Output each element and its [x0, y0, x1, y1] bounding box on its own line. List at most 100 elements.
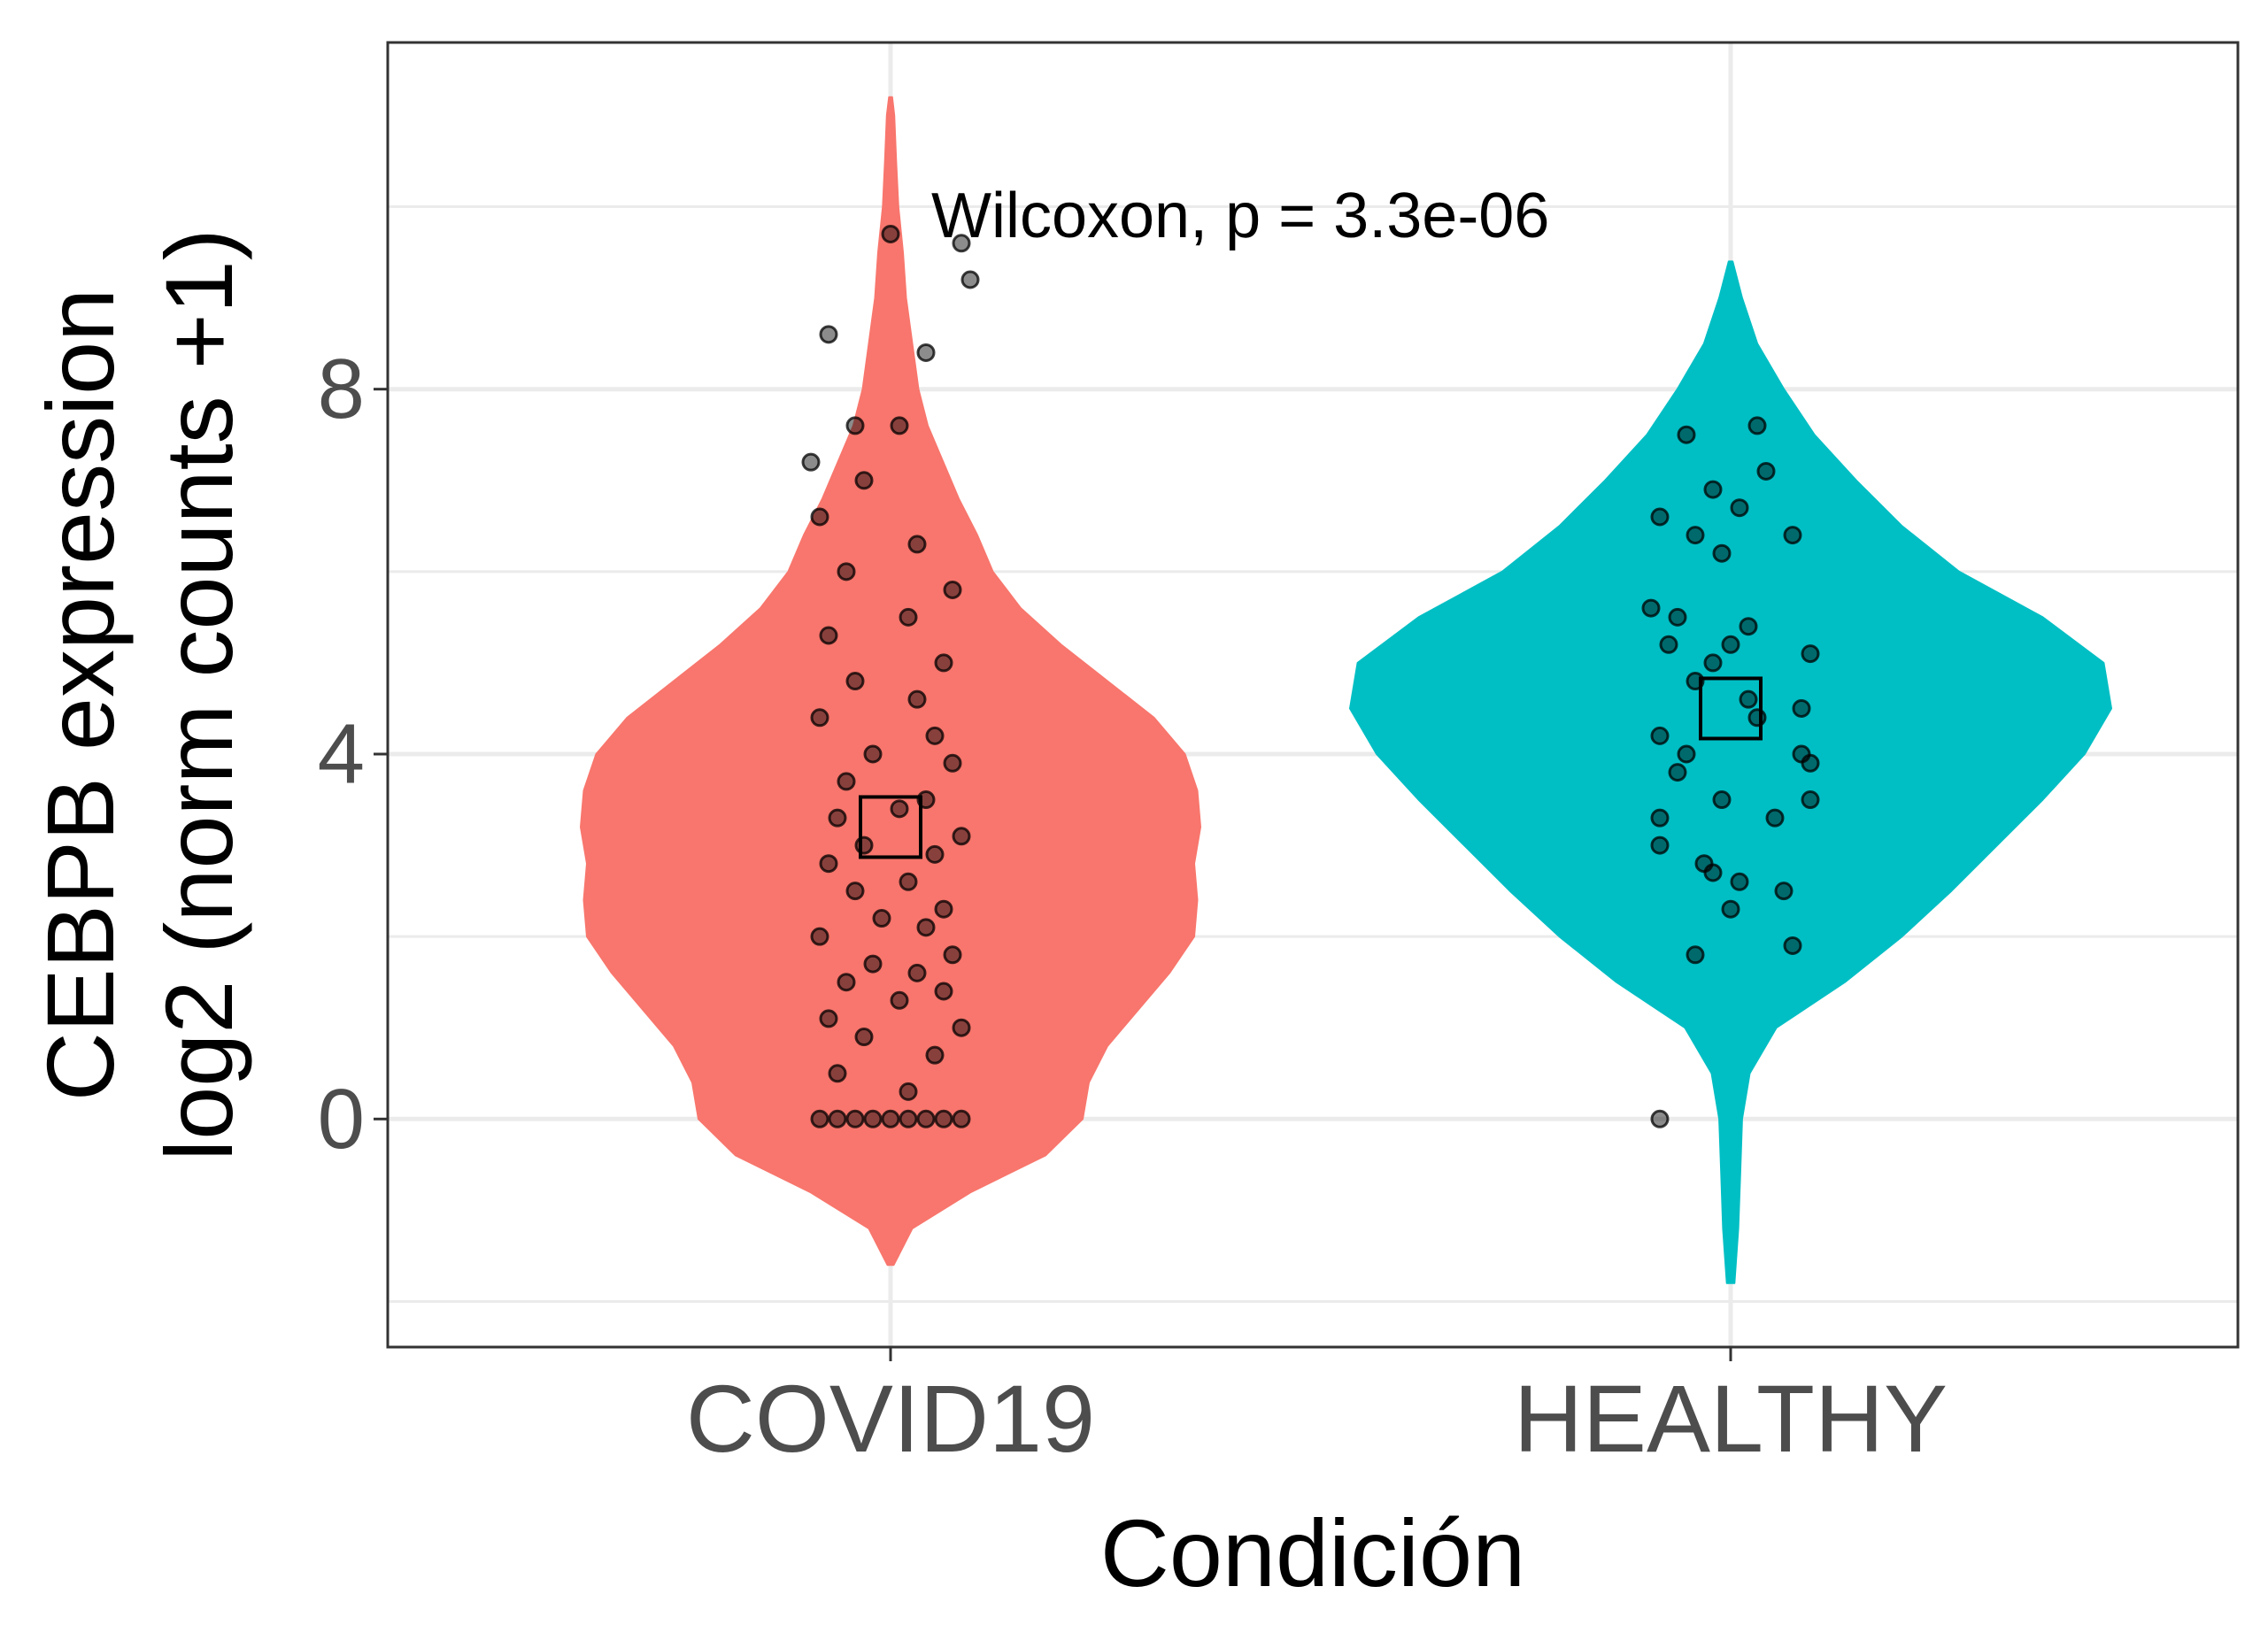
axis-ticks: 0 4 8 COVID19 HEALTHY	[318, 342, 1948, 1472]
point-healthy-35	[1756, 461, 1776, 481]
point-covid19-5	[899, 1109, 918, 1128]
point-covid19-15	[890, 990, 909, 1010]
point-healthy-10	[1765, 808, 1785, 828]
point-healthy-29	[1712, 543, 1732, 563]
point-covid19-41	[934, 653, 953, 673]
point-covid19-4	[881, 1109, 900, 1128]
point-covid19-31	[828, 808, 847, 828]
point-healthy-27	[1668, 607, 1687, 627]
point-covid19-14	[819, 1009, 838, 1028]
point-healthy-28	[1641, 598, 1661, 618]
point-covid19-52	[819, 325, 838, 344]
point-healthy-34	[1703, 480, 1723, 499]
point-covid19-13	[952, 1018, 971, 1037]
point-covid19-42	[819, 626, 838, 645]
point-covid19-3	[863, 1109, 883, 1128]
point-healthy-37	[1747, 416, 1767, 435]
panel-border	[386, 41, 2240, 1349]
y-axis-title-line-2: log2 (norm counts +1)	[145, 228, 252, 1161]
point-covid19-12	[854, 1028, 874, 1047]
point-covid19-11	[925, 1045, 945, 1065]
point-healthy-2	[1783, 936, 1802, 955]
point-covid19-27	[819, 854, 838, 874]
point-healthy-36	[1677, 425, 1696, 444]
point-healthy-12	[1712, 790, 1732, 810]
point-healthy-5	[1730, 872, 1749, 891]
point-covid19-47	[810, 507, 829, 527]
point-covid19-1	[828, 1109, 847, 1128]
point-covid19-38	[810, 708, 829, 728]
point-covid19-24	[934, 899, 953, 919]
point-covid19-9	[899, 1082, 918, 1101]
point-healthy-26	[1739, 617, 1758, 636]
point-covid19-16	[934, 982, 953, 1001]
point-healthy-23	[1801, 644, 1820, 664]
y-axis-title-line-1: CEBPB expression	[27, 289, 134, 1101]
point-healthy-20	[1739, 689, 1758, 709]
y-tick-label-1: 4	[318, 707, 365, 802]
point-covid19-49	[801, 452, 821, 472]
point-covid19-51	[890, 416, 909, 435]
point-covid19-43	[899, 607, 918, 627]
point-covid19-36	[863, 744, 883, 764]
point-covid19-56	[960, 270, 980, 289]
point-healthy-18	[1747, 708, 1767, 728]
point-covid19-23	[872, 909, 891, 928]
point-covid19-54	[881, 224, 900, 243]
point-healthy-15	[1677, 744, 1696, 764]
point-covid19-8	[952, 1109, 971, 1128]
point-covid19-39	[907, 689, 927, 709]
point-covid19-30	[952, 827, 971, 846]
point-covid19-55	[952, 234, 971, 253]
point-healthy-16	[1792, 744, 1811, 764]
point-covid19-37	[925, 726, 945, 745]
violin-healthy	[1349, 260, 2112, 1284]
mean-marker-covid19	[859, 795, 922, 859]
point-covid19-25	[845, 882, 865, 901]
point-healthy-22	[1703, 653, 1723, 673]
point-covid19-46	[907, 535, 927, 554]
point-covid19-7	[934, 1109, 953, 1128]
point-healthy-9	[1650, 808, 1670, 828]
point-covid19-21	[810, 927, 829, 946]
point-covid19-53	[916, 343, 936, 362]
point-covid19-44	[943, 580, 962, 599]
mean-marker-healthy	[1699, 676, 1763, 741]
point-covid19-28	[925, 844, 945, 864]
point-healthy-17	[1650, 726, 1670, 745]
point-healthy-33	[1730, 498, 1749, 518]
point-covid19-19	[863, 954, 883, 974]
point-covid19-50	[845, 416, 865, 435]
point-covid19-20	[943, 945, 962, 965]
point-covid19-45	[837, 562, 856, 581]
point-covid19-22	[916, 918, 936, 937]
y-tick-label-0: 0	[318, 1072, 365, 1167]
point-healthy-30	[1686, 526, 1705, 545]
point-healthy-8	[1650, 836, 1670, 855]
point-covid19-40	[845, 672, 865, 691]
point-covid19-10	[828, 1064, 847, 1083]
point-covid19-26	[899, 872, 918, 891]
x-tick-label-covid19: COVID19	[686, 1365, 1095, 1472]
point-healthy-11	[1801, 790, 1820, 810]
point-covid19-2	[845, 1109, 865, 1128]
x-tick-label-healthy: HEALTHY	[1514, 1365, 1948, 1472]
point-covid19-35	[943, 753, 962, 773]
point-covid19-17	[837, 973, 856, 992]
jitter-points	[801, 224, 1820, 1128]
wilcoxon-annotation: Wilcoxon, p = 3.3e-06	[931, 181, 1549, 251]
point-healthy-0	[1650, 1109, 1670, 1128]
point-healthy-4	[1774, 882, 1794, 901]
violin-covid19	[580, 96, 1201, 1267]
point-covid19-18	[907, 963, 927, 982]
y-tick-label-2: 8	[318, 342, 365, 436]
point-covid19-0	[810, 1109, 829, 1128]
point-covid19-34	[837, 772, 856, 791]
point-healthy-7	[1694, 854, 1714, 874]
point-healthy-1	[1686, 945, 1705, 965]
point-healthy-25	[1721, 635, 1740, 654]
violins	[580, 96, 2112, 1284]
point-healthy-32	[1650, 507, 1670, 527]
point-healthy-24	[1659, 635, 1678, 654]
point-covid19-29	[854, 836, 874, 855]
